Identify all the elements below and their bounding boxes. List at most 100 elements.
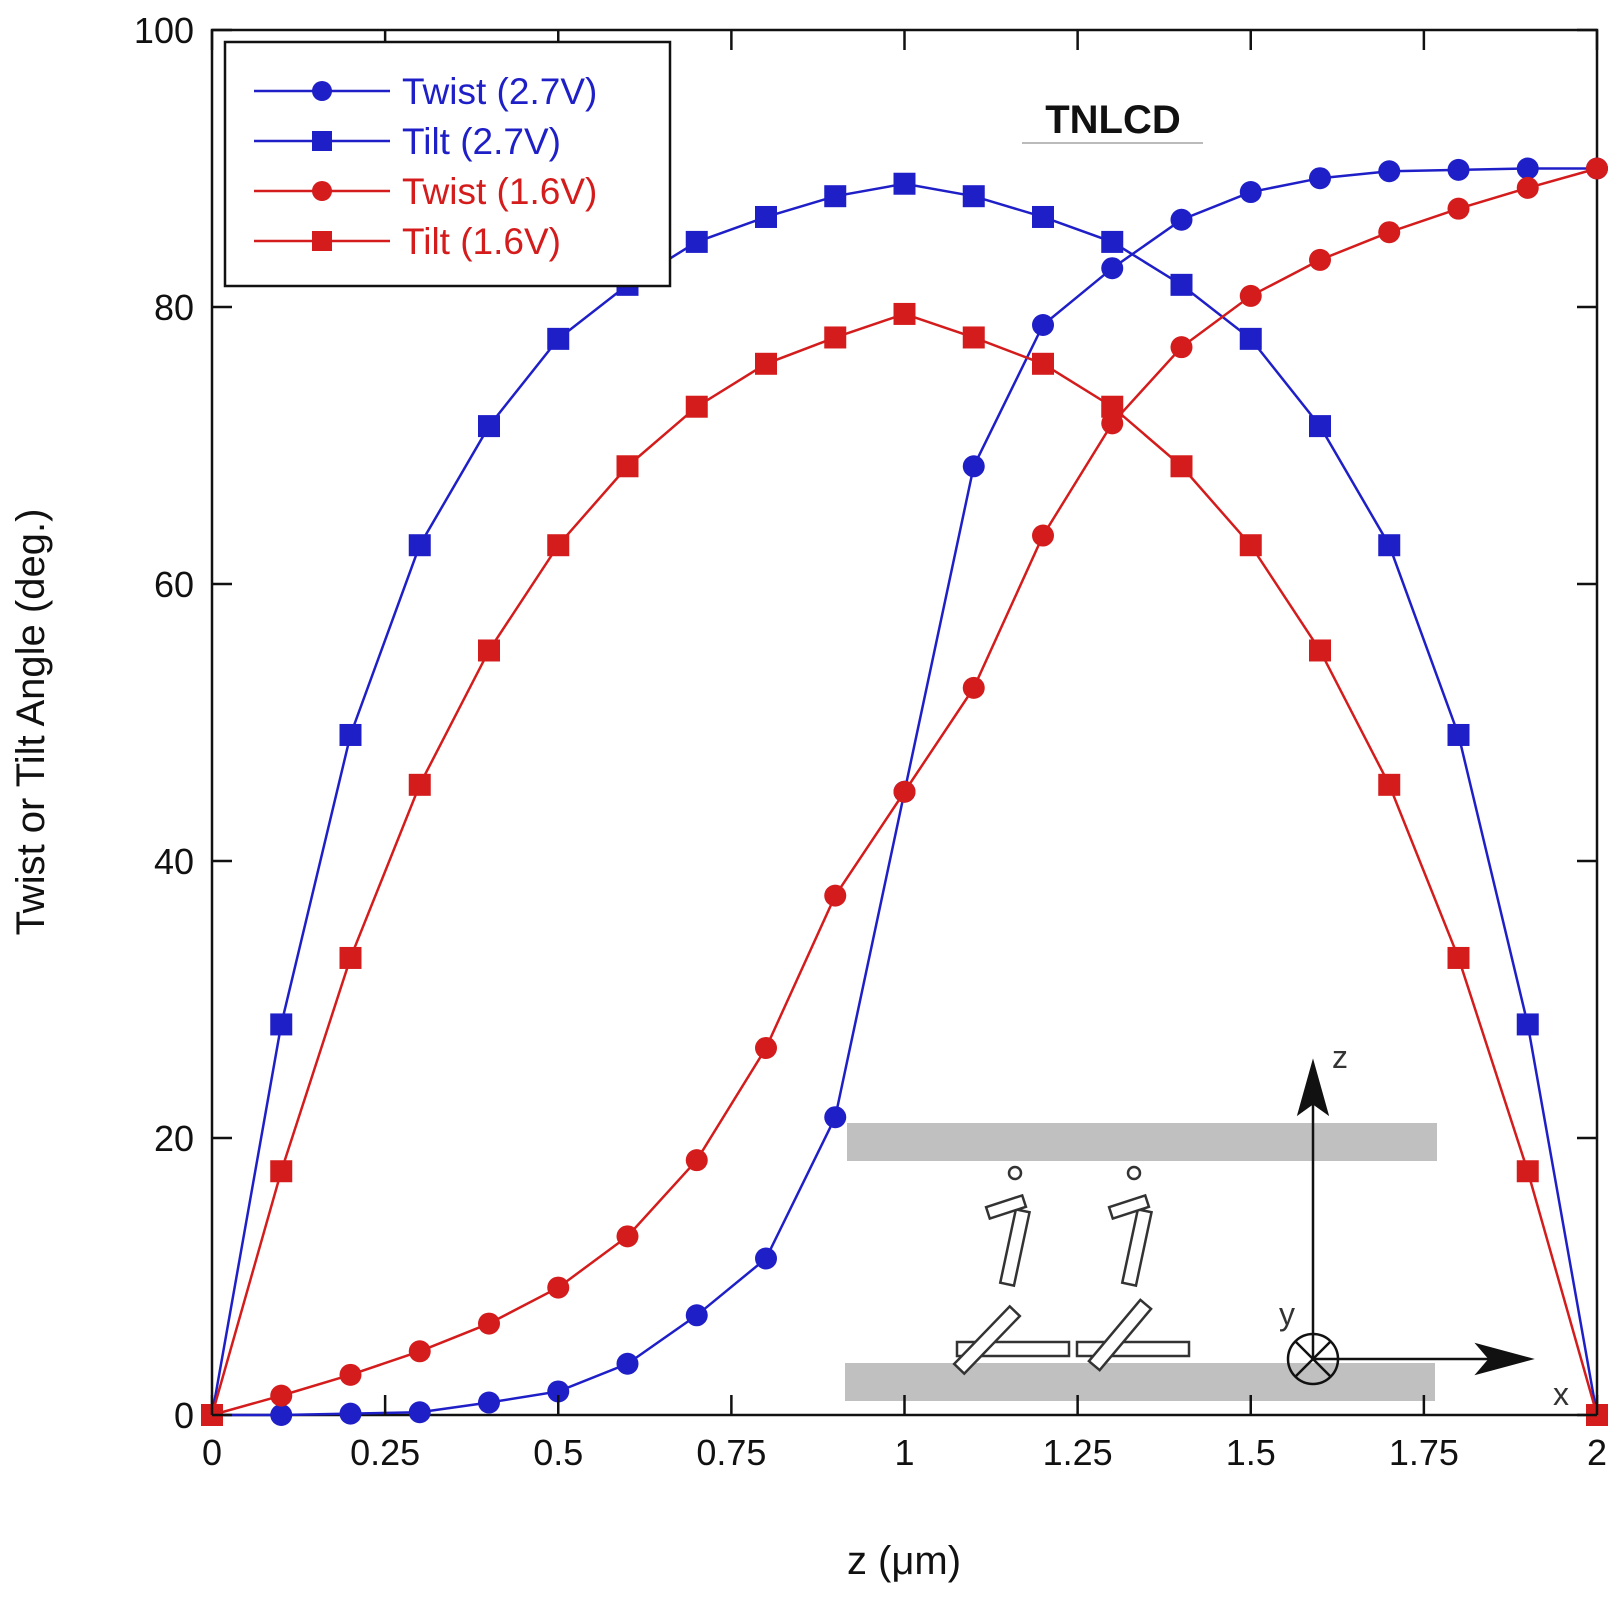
data-point xyxy=(478,415,500,438)
x-tick-label: 1.25 xyxy=(1043,1432,1113,1473)
data-point xyxy=(1239,284,1262,307)
legend-entry: Twist (2.7V) xyxy=(254,71,597,112)
data-point xyxy=(478,1312,500,1335)
data-point xyxy=(616,1352,639,1375)
x-tick-label: 0.75 xyxy=(696,1432,766,1473)
data-point xyxy=(962,326,985,349)
inset-top-substrate xyxy=(847,1123,1437,1161)
data-point xyxy=(270,1013,293,1036)
legend-entry: Tilt (2.7V) xyxy=(254,121,561,162)
data-point xyxy=(408,1401,431,1424)
legend-label: Twist (1.6V) xyxy=(402,171,597,212)
data-point xyxy=(1447,158,1470,181)
data-point xyxy=(1101,412,1124,435)
data-point xyxy=(547,1276,570,1299)
data-point xyxy=(339,946,362,969)
x-tick-label: 0 xyxy=(202,1432,222,1473)
data-point xyxy=(1378,773,1401,796)
inset-bottom-substrate xyxy=(845,1363,1435,1401)
data-point xyxy=(1032,314,1054,337)
data-point xyxy=(1101,395,1124,418)
data-point xyxy=(685,1149,708,1172)
data-point xyxy=(755,205,777,228)
data-point xyxy=(893,172,916,195)
x-tick-label: 1.75 xyxy=(1389,1432,1459,1473)
data-point xyxy=(1586,157,1608,180)
data-point xyxy=(893,302,916,325)
legend-marker xyxy=(312,81,332,101)
data-point xyxy=(824,185,847,208)
data-point xyxy=(1239,534,1262,557)
data-point xyxy=(824,1106,847,1129)
x-axis-title: z (μm) xyxy=(847,1539,961,1583)
y-tick-label: 0 xyxy=(174,1395,194,1436)
legend-marker xyxy=(312,181,332,201)
x-tick-label: 0.5 xyxy=(533,1432,583,1473)
inset-molecule-stack-right xyxy=(1075,1165,1191,1372)
data-point xyxy=(1516,1160,1539,1183)
data-point xyxy=(824,326,847,349)
data-point xyxy=(1378,160,1401,183)
inset-diagram: z y x xyxy=(845,1039,1569,1412)
x-tick-label: 1.5 xyxy=(1226,1432,1276,1473)
data-point xyxy=(408,773,431,796)
data-point xyxy=(962,455,985,478)
data-point xyxy=(270,1384,293,1407)
data-point xyxy=(1170,336,1193,359)
inset-molecule-stack-left xyxy=(952,1165,1071,1376)
data-point xyxy=(1516,157,1539,180)
data-point xyxy=(685,230,708,253)
data-point xyxy=(547,1380,570,1403)
data-point xyxy=(616,1225,639,1248)
data-point xyxy=(1170,208,1193,231)
data-point xyxy=(1516,1013,1539,1036)
data-point xyxy=(1378,534,1401,557)
inset-x-label: x xyxy=(1553,1376,1569,1412)
data-point xyxy=(1378,221,1401,244)
series-tilt-1-6v xyxy=(201,302,1608,1426)
data-point xyxy=(270,1160,293,1183)
data-point xyxy=(685,1304,708,1327)
legend-label: Twist (2.7V) xyxy=(402,71,597,112)
inset-y-label: y xyxy=(1279,1296,1295,1332)
data-point xyxy=(755,1036,777,1059)
data-point xyxy=(1309,639,1331,662)
data-point xyxy=(1309,248,1331,271)
data-point xyxy=(1447,197,1470,220)
data-point xyxy=(1516,176,1539,199)
series-layer xyxy=(201,157,1608,1426)
data-point xyxy=(1101,257,1124,280)
legend-label: Tilt (1.6V) xyxy=(402,221,561,262)
x-tick-label: 2 xyxy=(1587,1432,1607,1473)
legend-entry: Twist (1.6V) xyxy=(254,171,597,212)
data-point xyxy=(1447,723,1470,746)
y-tick-label: 60 xyxy=(154,564,194,605)
y-axis-title: Twist or Tilt Angle (deg.) xyxy=(9,509,53,936)
data-point xyxy=(962,676,985,699)
data-point xyxy=(755,1247,777,1270)
data-point xyxy=(408,534,431,557)
legend: Twist (2.7V) Tilt (2.7V) Twist (1.6V) Tilt … xyxy=(223,40,672,288)
tnlcd-annotation: TNLCD xyxy=(1045,98,1181,142)
data-point xyxy=(1309,167,1331,190)
legend-label: Tilt (2.7V) xyxy=(402,121,561,162)
data-point xyxy=(339,723,362,746)
data-point xyxy=(1239,181,1262,204)
data-point xyxy=(616,455,639,478)
data-point xyxy=(478,639,500,662)
y-tick-label: 40 xyxy=(154,841,194,882)
legend-marker xyxy=(312,231,332,251)
y-tick-label: 80 xyxy=(154,287,194,328)
y-tick-label: 20 xyxy=(154,1118,194,1159)
data-point xyxy=(1309,415,1331,438)
data-point xyxy=(1032,524,1054,547)
legend-marker xyxy=(312,131,332,151)
data-point xyxy=(408,1340,431,1363)
data-point xyxy=(1170,273,1193,296)
data-point xyxy=(1239,327,1262,350)
data-point xyxy=(893,780,916,803)
data-point xyxy=(547,534,570,557)
data-point xyxy=(824,884,847,907)
